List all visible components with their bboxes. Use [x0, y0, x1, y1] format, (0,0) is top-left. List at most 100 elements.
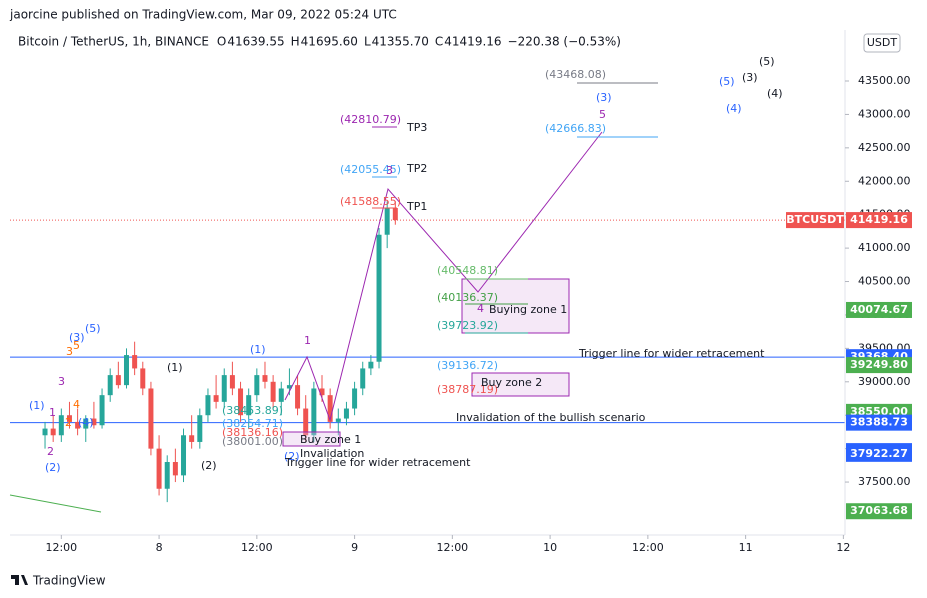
- annotation: Invalidation: [300, 447, 364, 460]
- price-label-box: [846, 445, 912, 462]
- annotation: 1: [304, 334, 311, 347]
- annotation: Buy zone 1: [300, 433, 361, 446]
- annotation: (1): [250, 343, 266, 356]
- candle-body: [246, 395, 252, 416]
- annotation: (43468.08): [545, 68, 606, 81]
- candle-body: [327, 395, 333, 422]
- y-tick-label: 37500.00: [858, 475, 911, 488]
- annotation: TP2: [406, 162, 427, 175]
- candle-body: [262, 375, 268, 382]
- annotation: (39723.92): [437, 319, 498, 332]
- annotation: 4: [477, 302, 484, 315]
- x-tick-label: 12:00: [241, 541, 273, 554]
- annotation: (4): [78, 416, 94, 429]
- y-tick-label: 42500.00: [858, 141, 911, 154]
- annotation: 4: [73, 398, 80, 411]
- ohlc-key: O: [217, 35, 226, 49]
- candle-body: [50, 428, 56, 436]
- ohlc-key: C: [435, 35, 443, 49]
- annotation: (42055.45): [340, 163, 401, 176]
- annotation: Trigger line for wider retracement: [284, 456, 471, 469]
- candle-body: [83, 418, 89, 429]
- price-label-box: [846, 503, 912, 520]
- buying-zone-box: [461, 278, 570, 334]
- price-label-box: [846, 414, 912, 431]
- ohlc-value: 41419.16: [444, 35, 501, 49]
- x-tick-label: 8: [156, 541, 163, 554]
- candle-body: [376, 234, 382, 362]
- publish-header: jaorcine published on TradingView.com, M…: [9, 8, 397, 22]
- currency: USDT: [867, 36, 898, 49]
- footer-brand: TradingView: [32, 574, 106, 588]
- logo: [11, 575, 28, 585]
- price-label: 37922.27: [850, 447, 908, 460]
- x-tick-label: 11: [739, 541, 753, 554]
- y-tick-label: 43000.00: [858, 107, 911, 120]
- symbol-label-box: [786, 212, 844, 229]
- annotation: (2): [284, 450, 300, 463]
- price-label: 37063.68: [850, 504, 908, 517]
- annotation: (38254.71): [222, 417, 283, 430]
- annotation: (38136.16): [222, 426, 283, 439]
- x-tick-label: 12: [836, 541, 850, 554]
- candle-body: [66, 415, 72, 422]
- y-tick-label: 41000.00: [858, 241, 911, 254]
- candle-body: [140, 368, 146, 389]
- annotation: (42810.79): [340, 113, 401, 126]
- candle-body: [172, 462, 178, 476]
- price-label: 39249.80: [850, 358, 908, 371]
- candle-body: [221, 375, 227, 402]
- candle-body: [58, 415, 64, 436]
- candle-body: [270, 381, 276, 402]
- annotation: Buy zone 2: [481, 376, 542, 389]
- annotation: (1): [167, 361, 183, 374]
- annotation: (41588.55): [340, 195, 401, 208]
- y-tick-label: 43500.00: [858, 74, 911, 87]
- annotation: (4): [767, 87, 783, 100]
- candle-body: [335, 418, 341, 422]
- price-label: 40074.67: [850, 303, 908, 316]
- wave-projection: [284, 131, 603, 422]
- candle-body: [156, 448, 162, 489]
- annotation: (4): [726, 102, 742, 115]
- annotation: 3: [66, 345, 73, 358]
- annotation: (39136.72): [437, 359, 498, 372]
- annotation: Buying zone 1: [489, 303, 567, 316]
- candle-body: [205, 395, 211, 416]
- annotation: (5): [719, 75, 735, 88]
- drawings: [9, 82, 658, 513]
- annotation: 5: [599, 108, 606, 121]
- candle-body: [352, 388, 358, 409]
- candle-body: [42, 428, 48, 436]
- currency-button[interactable]: [863, 33, 901, 53]
- candle-body: [311, 388, 317, 436]
- annotation: (5): [85, 322, 101, 335]
- line-label: Invalidation of the bullish scenario: [456, 411, 646, 424]
- annotation: 1: [49, 406, 56, 419]
- candle-body: [368, 361, 374, 369]
- price-label: 38388.73: [850, 416, 908, 429]
- candle-body: [189, 435, 195, 442]
- x-tick-label: 12:00: [632, 541, 664, 554]
- y-tick-label: 42000.00: [858, 174, 911, 187]
- annotation: 2: [65, 416, 72, 429]
- candle-body: [384, 208, 390, 235]
- annotation: TP3: [406, 121, 427, 134]
- x-tick-label: 12:00: [45, 541, 77, 554]
- annotation: (1): [29, 399, 45, 412]
- x-tick-label: 12:00: [436, 541, 468, 554]
- candle-body: [278, 388, 284, 402]
- annotation: 3: [58, 375, 65, 388]
- annotation: (2): [45, 461, 61, 474]
- candle-body: [213, 395, 219, 402]
- ohlc-value: 41355.70: [372, 35, 429, 49]
- candle-body: [360, 368, 366, 389]
- annotation: TP1: [406, 200, 427, 213]
- candle-body: [392, 208, 398, 221]
- candle-body: [254, 375, 260, 396]
- y-tick-label: 40500.00: [858, 275, 911, 288]
- price-label: 38550.00: [850, 405, 908, 418]
- annotation: (38001.00): [222, 435, 283, 448]
